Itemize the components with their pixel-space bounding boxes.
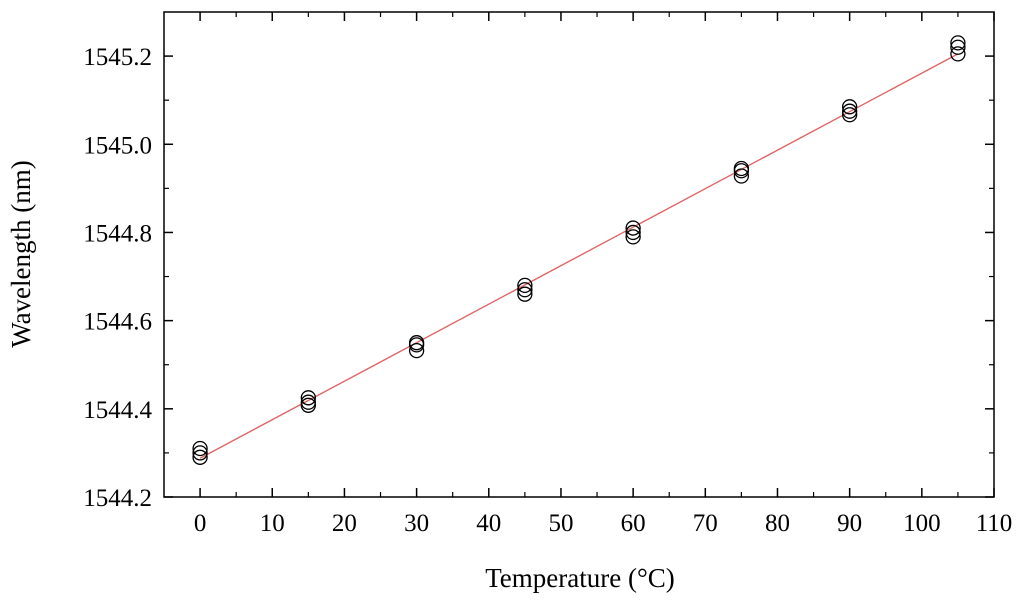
data-point-marker [950,46,966,62]
data-point-marker [842,107,858,123]
x-tick-label: 30 [404,510,429,537]
data-point-marker [300,390,316,406]
x-tick-label: 50 [548,510,573,537]
y-axis-ticks: 1544.2 1544.4 1544.6 1544.8 1545.0 1545.2 [83,44,994,512]
y-tick-label: 1544.8 [83,220,152,247]
y-tick-label: 1544.4 [83,397,152,424]
data-point-marker [192,445,208,461]
x-axis-label: Temperature (°C) [485,563,675,593]
data-point-marker [625,220,641,236]
x-tick-label: 90 [837,510,862,537]
x-axis-ticks: 0 10 20 30 40 50 60 70 80 90 100 110 [194,12,1012,537]
y-tick-label: 1545.2 [83,44,152,71]
data-point-marker [733,163,750,179]
data-point-marker [842,103,858,119]
data-point-marker [517,282,533,298]
data-point-marker [300,394,316,410]
x-tick-label: 60 [621,510,646,537]
fit-lines [199,53,959,459]
data-point-marker [192,449,208,465]
data-point-marker [950,35,966,51]
x-tick-label: 100 [903,510,941,537]
data-point-marker [625,224,641,241]
data-point-marker [842,99,858,115]
plot-frame [163,11,995,498]
x-tick-label: 20 [332,510,357,537]
y-axis-label: Wavelength (nm) [6,160,36,348]
x-tick-label: 80 [765,510,790,537]
data-point-marker [625,229,641,245]
data-point-marker [408,342,425,359]
y-tick-label: 1545.0 [83,132,152,159]
x-tick-label: 40 [476,510,501,537]
data-point-marker [733,168,750,184]
x-tick-label: 110 [976,510,1013,537]
data-markers [192,35,966,465]
y-tick-label: 1544.2 [83,485,152,512]
linear-fit-line [199,53,959,459]
x-tick-label: 0 [194,510,207,537]
data-point-marker [517,286,533,302]
y-tick-label: 1544.6 [83,309,152,336]
data-point-marker [408,337,425,353]
x-tick-label: 70 [693,510,718,537]
data-point-marker [300,397,316,413]
data-point-marker [192,440,208,457]
x-tick-label: 10 [260,510,285,537]
data-point-marker [517,277,533,294]
data-point-marker [950,39,966,55]
